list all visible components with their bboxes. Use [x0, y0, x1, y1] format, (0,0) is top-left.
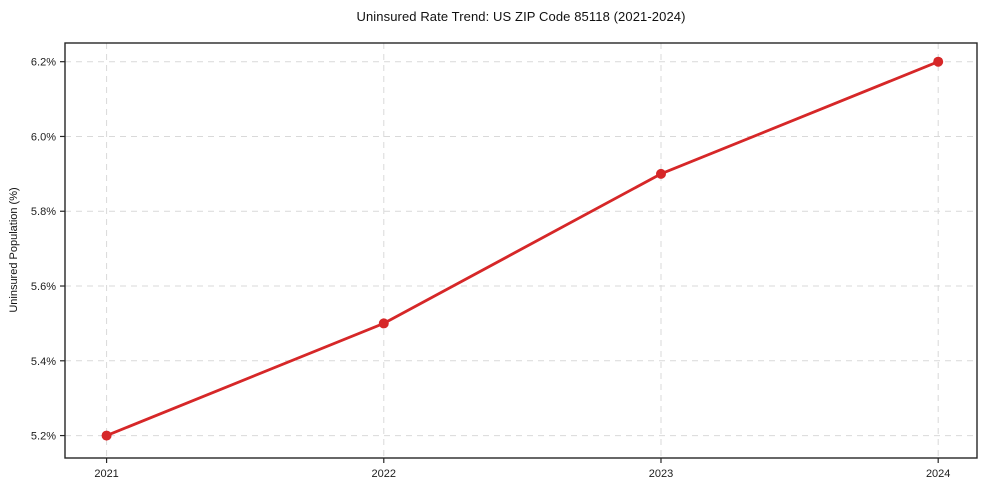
plot-frame	[64, 42, 978, 459]
x-tick-label: 2023	[649, 468, 673, 480]
x-tick-label: 2024	[926, 468, 950, 480]
data-point-marker	[933, 56, 944, 67]
y-tick-label: 6.2%	[31, 57, 56, 69]
data-point-marker	[378, 318, 389, 329]
y-tick-label: 5.6%	[31, 281, 56, 293]
y-tick-label: 5.8%	[31, 206, 56, 218]
y-tick-label: 6.0%	[31, 131, 56, 143]
x-tick-label: 2022	[372, 468, 396, 480]
x-tick-label: 2021	[94, 468, 118, 480]
data-point-marker	[655, 168, 666, 179]
data-point-marker	[101, 430, 112, 441]
y-tick-label: 5.4%	[31, 356, 56, 368]
trend-line	[105, 60, 940, 437]
y-tick-label: 5.2%	[31, 431, 56, 443]
chart-title: Uninsured Rate Trend: US ZIP Code 85118 …	[356, 9, 686, 24]
